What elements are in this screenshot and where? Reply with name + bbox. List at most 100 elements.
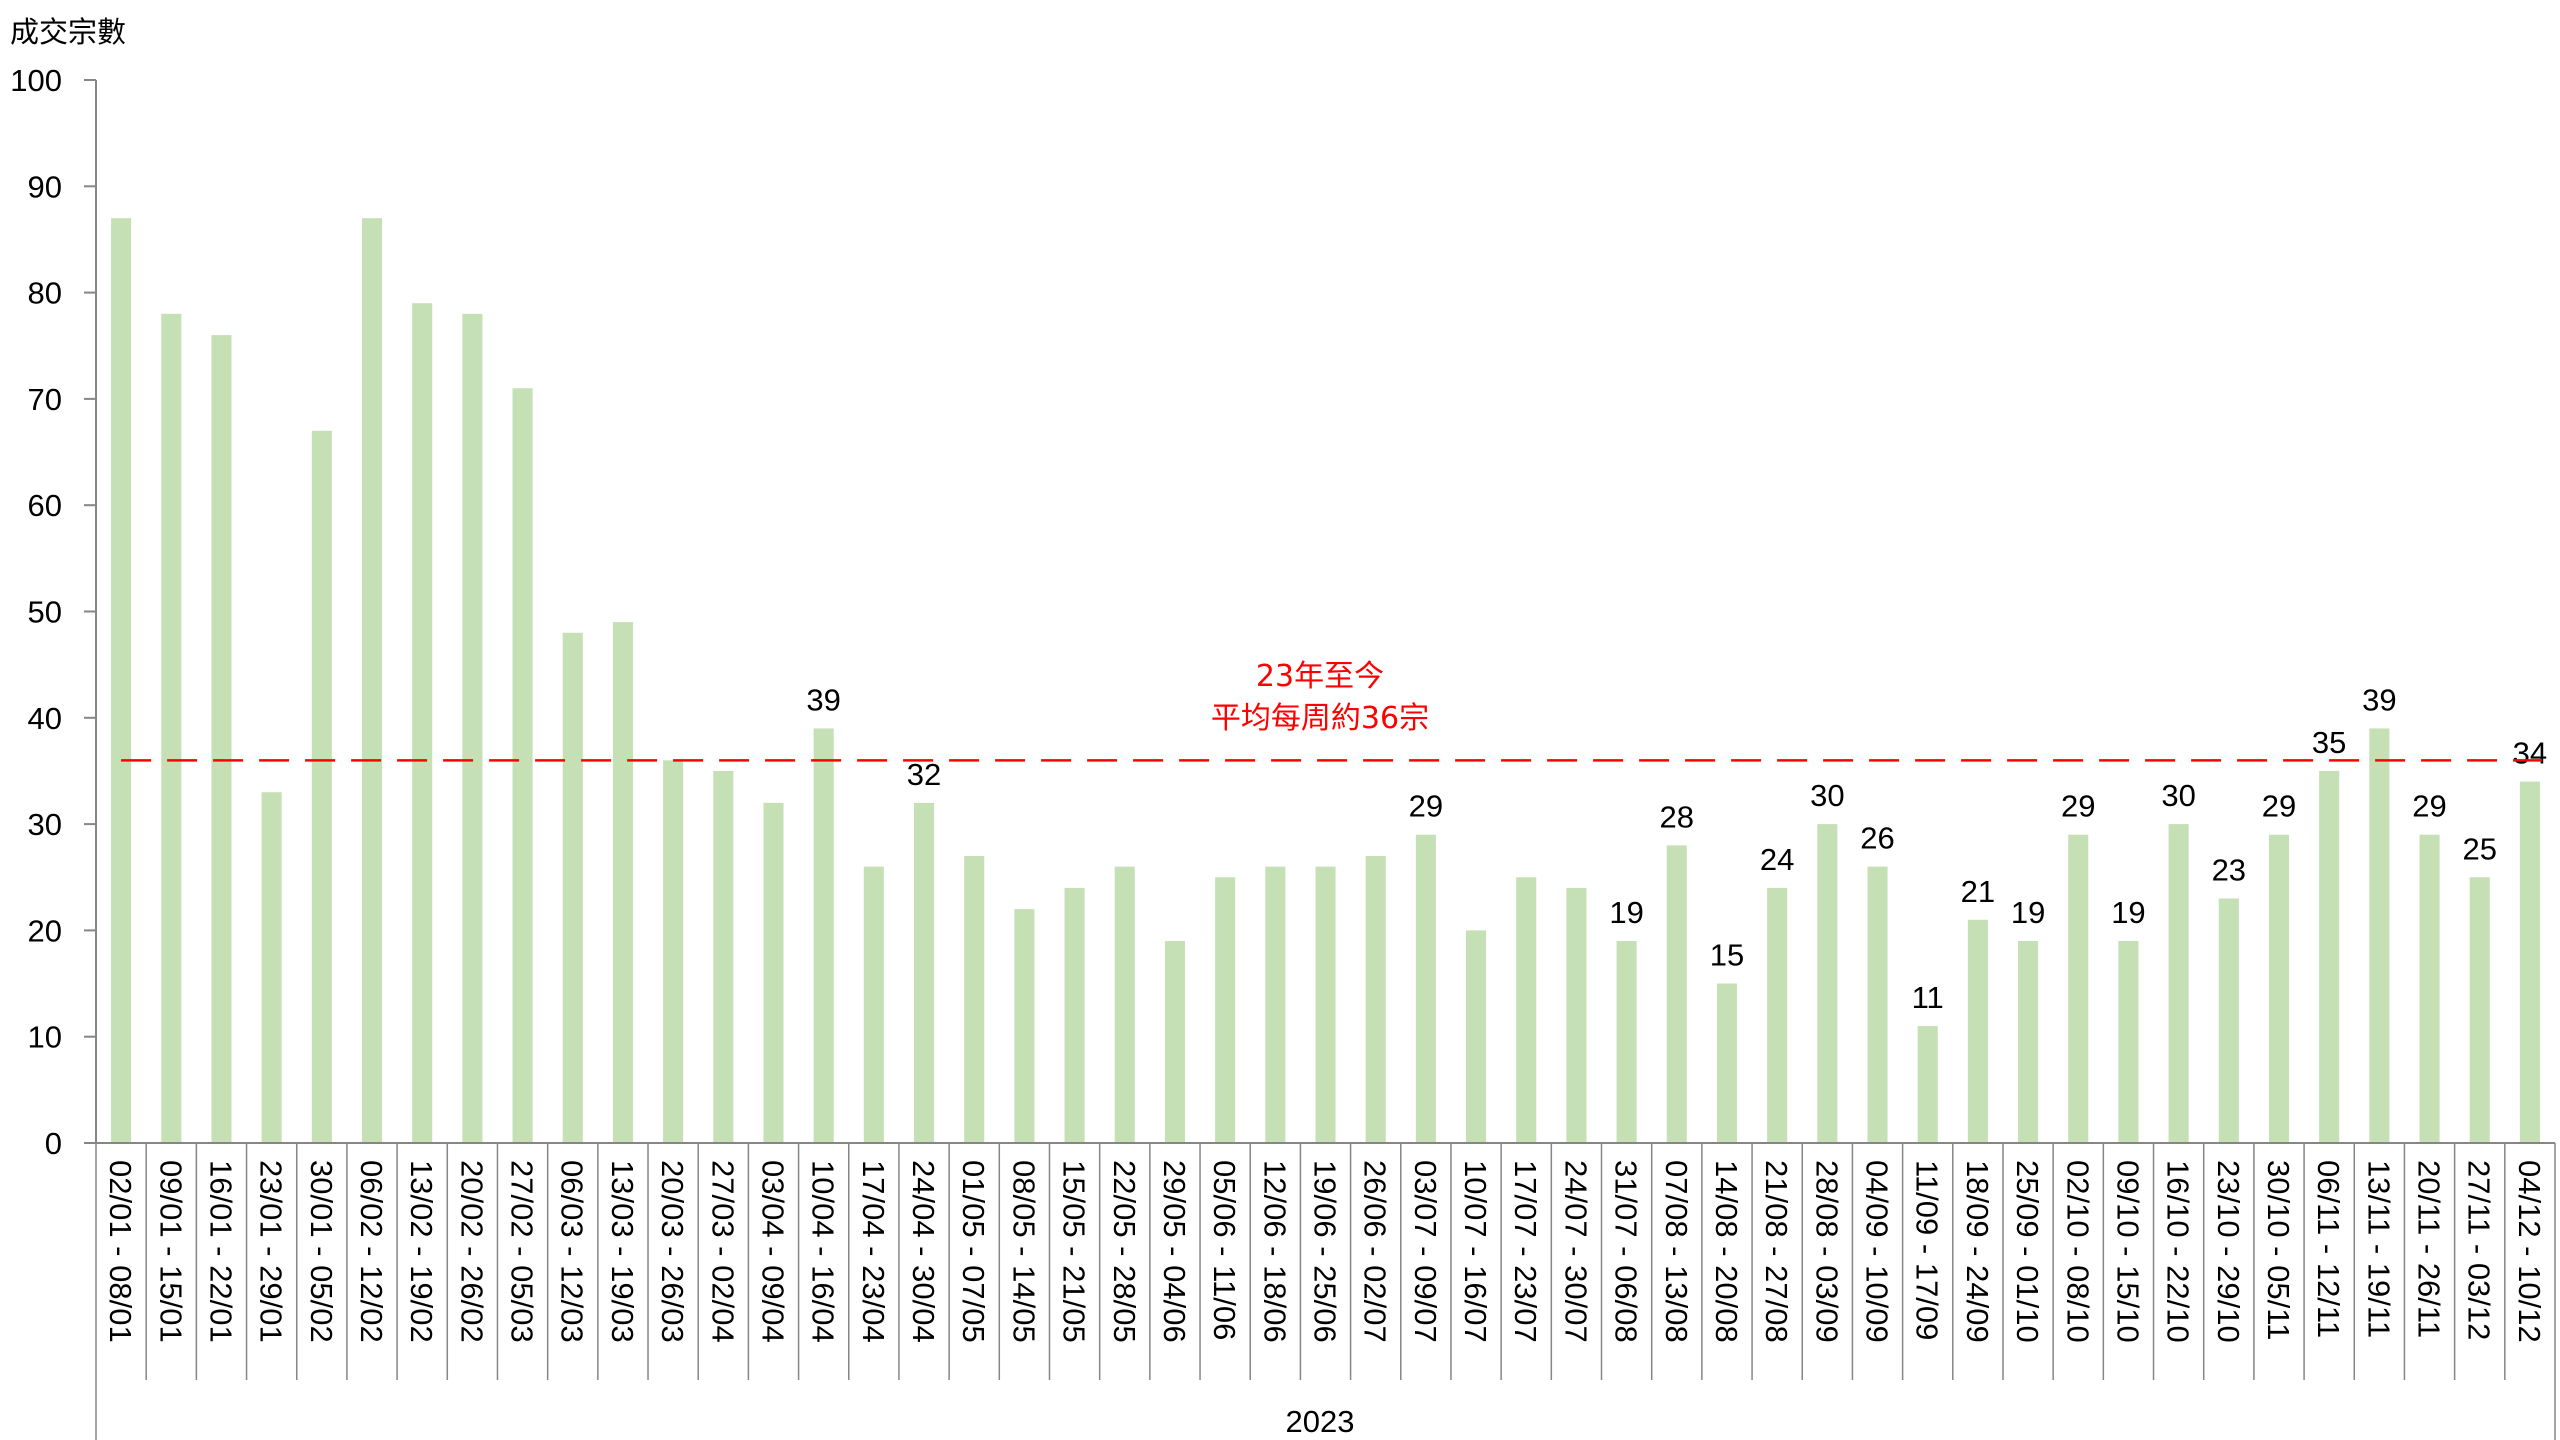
x-category-label: 25/09 - 01/10 bbox=[2010, 1160, 2045, 1343]
bar bbox=[562, 632, 583, 1143]
data-label: 29 bbox=[1409, 789, 1443, 824]
y-tick-label: 60 bbox=[28, 488, 62, 523]
data-label: 34 bbox=[2513, 736, 2547, 771]
bar bbox=[713, 770, 734, 1143]
x-category-label: 23/01 - 29/01 bbox=[254, 1160, 289, 1343]
x-category-label: 31/07 - 06/08 bbox=[1609, 1160, 1644, 1343]
bar bbox=[1767, 887, 1788, 1143]
x-category-label: 13/11 - 19/11 bbox=[2361, 1160, 2396, 1338]
data-label: 26 bbox=[1860, 821, 1894, 856]
bar bbox=[1716, 983, 1738, 1143]
bar bbox=[663, 760, 684, 1143]
bar bbox=[2168, 824, 2189, 1143]
data-label: 29 bbox=[2061, 789, 2095, 824]
x-category-label: 27/11 - 03/12 bbox=[2462, 1160, 2497, 1340]
x-category-label: 30/01 - 05/02 bbox=[304, 1160, 339, 1343]
bar bbox=[1566, 887, 1587, 1143]
bar bbox=[462, 313, 483, 1143]
x-category-label: 02/01 - 08/01 bbox=[103, 1160, 138, 1343]
x-category-label: 06/02 - 12/02 bbox=[354, 1160, 389, 1343]
data-label: 32 bbox=[907, 757, 941, 792]
x-category-label: 17/04 - 23/04 bbox=[856, 1160, 891, 1343]
x-category-label: 13/03 - 19/03 bbox=[605, 1160, 640, 1343]
x-category-label: 24/07 - 30/07 bbox=[1558, 1160, 1593, 1343]
x-category-label: 20/02 - 26/02 bbox=[454, 1160, 489, 1343]
y-tick-label: 80 bbox=[28, 276, 62, 311]
data-label: 19 bbox=[2011, 895, 2045, 930]
bar bbox=[2218, 898, 2239, 1143]
x-category-label: 06/11 - 12/11 bbox=[2311, 1160, 2346, 1338]
average-annotation-line1: 23年至今 bbox=[1256, 659, 1384, 694]
bar bbox=[1114, 866, 1135, 1143]
data-label: 11 bbox=[1912, 980, 1944, 1015]
bar bbox=[1867, 866, 1888, 1143]
bar bbox=[763, 802, 784, 1143]
bar bbox=[361, 218, 383, 1143]
data-label: 28 bbox=[1660, 799, 1694, 834]
x-category-label: 20/03 - 26/03 bbox=[655, 1160, 690, 1343]
data-label: 19 bbox=[2111, 895, 2145, 930]
y-tick-label: 30 bbox=[28, 807, 62, 842]
data-label: 25 bbox=[2462, 831, 2496, 866]
x-category-label: 01/05 - 07/05 bbox=[956, 1160, 991, 1343]
x-category-label: 18/09 - 24/09 bbox=[1960, 1160, 1995, 1343]
x-axis bbox=[95, 1142, 2556, 1440]
x-category-label: 29/05 - 04/06 bbox=[1157, 1160, 1192, 1343]
bar bbox=[1215, 877, 1236, 1143]
y-axis-title: 成交宗數 bbox=[10, 15, 126, 49]
bar bbox=[1415, 834, 1436, 1143]
x-category-label: 10/04 - 16/04 bbox=[806, 1160, 841, 1343]
bar bbox=[2369, 728, 2390, 1143]
bar bbox=[1315, 866, 1336, 1143]
x-category-label: 24/04 - 30/04 bbox=[906, 1160, 941, 1343]
bar bbox=[2018, 941, 2039, 1143]
x-category-label: 21/08 - 27/08 bbox=[1759, 1160, 1794, 1343]
bar bbox=[964, 855, 985, 1143]
bar bbox=[2469, 877, 2490, 1143]
x-category-label: 19/06 - 25/06 bbox=[1308, 1160, 1343, 1343]
x-category-label: 12/06 - 18/06 bbox=[1257, 1160, 1292, 1343]
data-label: 35 bbox=[2312, 725, 2346, 760]
x-category-label: 11/09 - 17/09 bbox=[1910, 1160, 1945, 1340]
y-tick-label: 90 bbox=[28, 169, 62, 204]
average-annotation-line2: 平均每周約36宗 bbox=[1211, 701, 1429, 736]
x-category-label: 20/11 - 26/11 bbox=[2412, 1160, 2447, 1338]
bar bbox=[813, 728, 834, 1143]
bar bbox=[1967, 919, 1988, 1143]
data-label: 30 bbox=[1810, 778, 1844, 813]
x-category-label: 07/08 - 13/08 bbox=[1659, 1160, 1694, 1343]
x-category-label: 27/02 - 05/03 bbox=[505, 1160, 540, 1343]
bar bbox=[2118, 941, 2139, 1143]
bar bbox=[913, 802, 935, 1143]
bar bbox=[2068, 834, 2089, 1143]
data-label: 24 bbox=[1760, 842, 1794, 877]
bar bbox=[2419, 834, 2440, 1143]
x-category-label: 14/08 - 20/08 bbox=[1709, 1160, 1744, 1343]
bar bbox=[1014, 909, 1035, 1143]
y-tick-label: 100 bbox=[10, 63, 62, 98]
data-label: 29 bbox=[2412, 789, 2446, 824]
bar bbox=[261, 792, 282, 1143]
x-category-label: 22/05 - 28/05 bbox=[1107, 1160, 1142, 1343]
bar bbox=[1365, 855, 1386, 1143]
bar bbox=[1917, 1026, 1938, 1143]
x-category-label: 09/10 - 15/10 bbox=[2110, 1160, 2145, 1343]
y-tick-label: 10 bbox=[28, 1020, 62, 1055]
x-category-label: 10/07 - 16/07 bbox=[1458, 1160, 1493, 1343]
x-category-label: 17/07 - 23/07 bbox=[1508, 1160, 1543, 1343]
category-labels: 02/01 - 08/01 09/01 - 15/01 16/01 - 22/01 2… bbox=[103, 1160, 2547, 1343]
bar bbox=[1164, 941, 1185, 1143]
data-label: 29 bbox=[2262, 789, 2296, 824]
y-axis: 0 10 20 30 40 50 60 70 80 90 100 bbox=[10, 63, 97, 1161]
y-tick-label: 40 bbox=[28, 701, 62, 736]
bar bbox=[111, 218, 132, 1143]
bar bbox=[863, 866, 884, 1143]
data-labels: 39 32 29 19 28 15 24 30 26 11 21 19 29 19 30 23 29 35 39 29… bbox=[806, 682, 2547, 1015]
bar bbox=[311, 430, 332, 1143]
data-label: 39 bbox=[806, 682, 840, 717]
bar bbox=[412, 303, 433, 1144]
x-category-label: 03/04 - 09/04 bbox=[755, 1160, 790, 1343]
data-label: 19 bbox=[1609, 895, 1643, 930]
x-category-label: 02/10 - 08/10 bbox=[2060, 1160, 2095, 1343]
